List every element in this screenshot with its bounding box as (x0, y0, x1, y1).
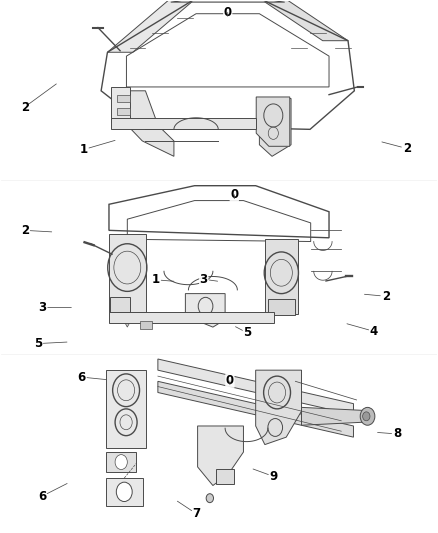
Text: 1: 1 (152, 273, 160, 286)
Polygon shape (268, 299, 295, 315)
Circle shape (206, 494, 213, 503)
Polygon shape (121, 316, 134, 327)
Text: 5: 5 (34, 337, 42, 350)
Polygon shape (185, 294, 225, 327)
Polygon shape (158, 381, 353, 437)
Text: 2: 2 (382, 290, 390, 303)
Circle shape (115, 455, 127, 470)
Polygon shape (256, 97, 290, 146)
Text: 2: 2 (21, 101, 29, 114)
Polygon shape (256, 370, 301, 445)
Polygon shape (106, 370, 146, 448)
Text: 0: 0 (226, 374, 234, 387)
Polygon shape (110, 297, 131, 312)
Polygon shape (301, 407, 363, 425)
Polygon shape (117, 95, 130, 102)
Polygon shape (158, 359, 353, 415)
Circle shape (363, 412, 370, 421)
Text: 3: 3 (200, 273, 208, 286)
Polygon shape (259, 99, 291, 156)
Text: 6: 6 (78, 370, 85, 384)
Text: 8: 8 (393, 427, 401, 440)
Polygon shape (106, 478, 143, 506)
Polygon shape (140, 321, 152, 328)
Polygon shape (171, 0, 285, 2)
Text: 2: 2 (21, 224, 29, 237)
Polygon shape (107, 0, 196, 52)
Text: 6: 6 (38, 490, 46, 503)
Polygon shape (111, 87, 130, 122)
Text: 4: 4 (370, 325, 378, 338)
Polygon shape (216, 469, 234, 484)
Polygon shape (265, 239, 298, 314)
Text: 0: 0 (224, 6, 232, 19)
Polygon shape (109, 312, 274, 324)
Text: 2: 2 (403, 142, 411, 155)
Text: 9: 9 (269, 470, 278, 483)
Polygon shape (111, 118, 256, 130)
Polygon shape (120, 91, 174, 156)
Polygon shape (106, 452, 137, 472)
Polygon shape (259, 0, 348, 41)
Polygon shape (109, 234, 146, 312)
Polygon shape (198, 426, 244, 486)
Circle shape (117, 482, 132, 502)
Polygon shape (117, 108, 130, 116)
Circle shape (360, 407, 375, 425)
Text: 1: 1 (80, 143, 88, 156)
Text: 0: 0 (230, 188, 238, 201)
Text: 5: 5 (243, 326, 251, 340)
Text: 7: 7 (192, 507, 200, 520)
Text: 3: 3 (38, 301, 46, 314)
